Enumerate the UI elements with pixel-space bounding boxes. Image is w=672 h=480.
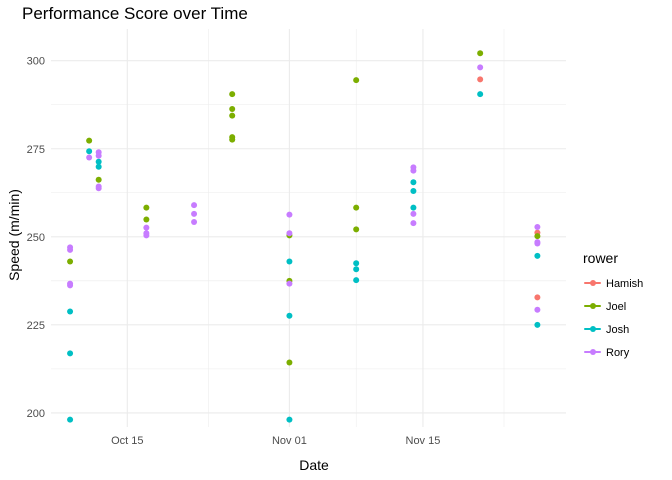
legend-label: Rory	[606, 346, 630, 359]
y-tick-label: 275	[27, 144, 45, 156]
x-tick-label: Oct 15	[111, 435, 143, 447]
data-point-josh	[353, 277, 360, 284]
grid-lines	[51, 29, 566, 427]
data-point-josh	[534, 252, 541, 259]
data-point-rory	[67, 246, 74, 253]
data-point-josh	[95, 163, 102, 170]
data-point-rory	[191, 219, 198, 226]
data-point-joel	[143, 204, 150, 211]
data-point-rory	[286, 280, 293, 287]
y-tick-label: 300	[27, 56, 45, 68]
data-point-rory	[86, 154, 93, 161]
data-point-joel	[229, 91, 236, 98]
data-point-joel	[95, 176, 102, 183]
legend-item-josh: Josh	[583, 318, 643, 341]
data-point-rory	[410, 220, 417, 227]
legend-key	[584, 344, 601, 361]
data-point-josh	[477, 91, 484, 98]
legend-label: Josh	[606, 323, 630, 336]
data-point-joel	[143, 216, 150, 223]
data-point-rory	[477, 64, 484, 71]
data-point-joel	[477, 50, 484, 57]
data-point-joel	[286, 359, 293, 366]
legend-key	[584, 298, 601, 315]
data-point-josh	[86, 148, 93, 155]
data-point-rory	[534, 223, 541, 230]
y-axis-ticks: 200 225 250 275 300	[27, 56, 45, 420]
data-point-joel	[353, 77, 360, 84]
series-josh	[67, 91, 541, 423]
data-point-joel	[67, 258, 74, 265]
data-point-josh	[410, 188, 417, 195]
data-point-rory	[410, 210, 417, 217]
data-point-josh	[286, 258, 293, 265]
data-point-rory	[67, 282, 74, 289]
legend-item-rory: Rory	[583, 341, 643, 364]
data-point-joel	[229, 105, 236, 112]
legend-label: Hamish	[606, 277, 644, 290]
series-rory	[67, 64, 541, 313]
data-point-josh	[353, 260, 360, 267]
legend: rower Hamish Joel Josh Rory	[583, 250, 643, 364]
data-point-josh	[286, 416, 293, 423]
legend-items: Hamish Joel Josh Rory	[583, 272, 643, 364]
legend-key	[584, 321, 601, 338]
legend-label: Joel	[606, 300, 627, 313]
data-points	[67, 50, 541, 423]
data-point-rory	[534, 306, 541, 313]
data-point-rory	[95, 185, 102, 192]
data-point-josh	[534, 321, 541, 328]
chart-title: Performance Score over Time	[22, 4, 248, 23]
data-point-josh	[353, 266, 360, 273]
x-tick-label: Nov 01	[272, 435, 307, 447]
series-joel	[67, 50, 541, 366]
y-axis-title: Speed (m/min)	[6, 189, 22, 281]
data-point-rory	[191, 210, 198, 217]
legend-key	[584, 275, 601, 292]
x-axis-ticks: Oct 15 Nov 01 Nov 15	[111, 435, 440, 447]
data-point-rory	[95, 152, 102, 159]
data-point-josh	[67, 350, 74, 357]
x-axis-title: Date	[299, 457, 329, 473]
data-point-rory	[534, 240, 541, 247]
data-point-rory	[286, 211, 293, 218]
legend-item-joel: Joel	[583, 295, 643, 318]
data-point-rory	[191, 202, 198, 209]
y-tick-label: 200	[27, 408, 45, 420]
data-point-joel	[86, 137, 93, 144]
data-point-josh	[286, 312, 293, 319]
data-point-joel	[229, 112, 236, 119]
data-point-josh	[410, 179, 417, 186]
data-point-joel	[534, 233, 541, 240]
y-tick-label: 225	[27, 320, 45, 332]
data-point-josh	[95, 158, 102, 165]
data-point-josh	[410, 204, 417, 211]
data-point-joel	[229, 136, 236, 143]
y-tick-label: 250	[27, 232, 45, 244]
legend-item-hamish: Hamish	[583, 272, 643, 295]
data-point-rory	[410, 167, 417, 174]
legend-title: rower	[583, 250, 619, 266]
data-point-josh	[67, 308, 74, 315]
x-tick-label: Nov 15	[406, 435, 441, 447]
data-point-joel	[353, 204, 360, 211]
data-point-rory	[143, 224, 150, 231]
data-point-rory	[143, 232, 150, 239]
data-point-hamish	[477, 76, 484, 83]
data-point-rory	[286, 230, 293, 237]
data-point-hamish	[534, 294, 541, 301]
series-hamish	[477, 76, 541, 301]
data-point-josh	[67, 416, 74, 423]
data-point-joel	[353, 226, 360, 233]
